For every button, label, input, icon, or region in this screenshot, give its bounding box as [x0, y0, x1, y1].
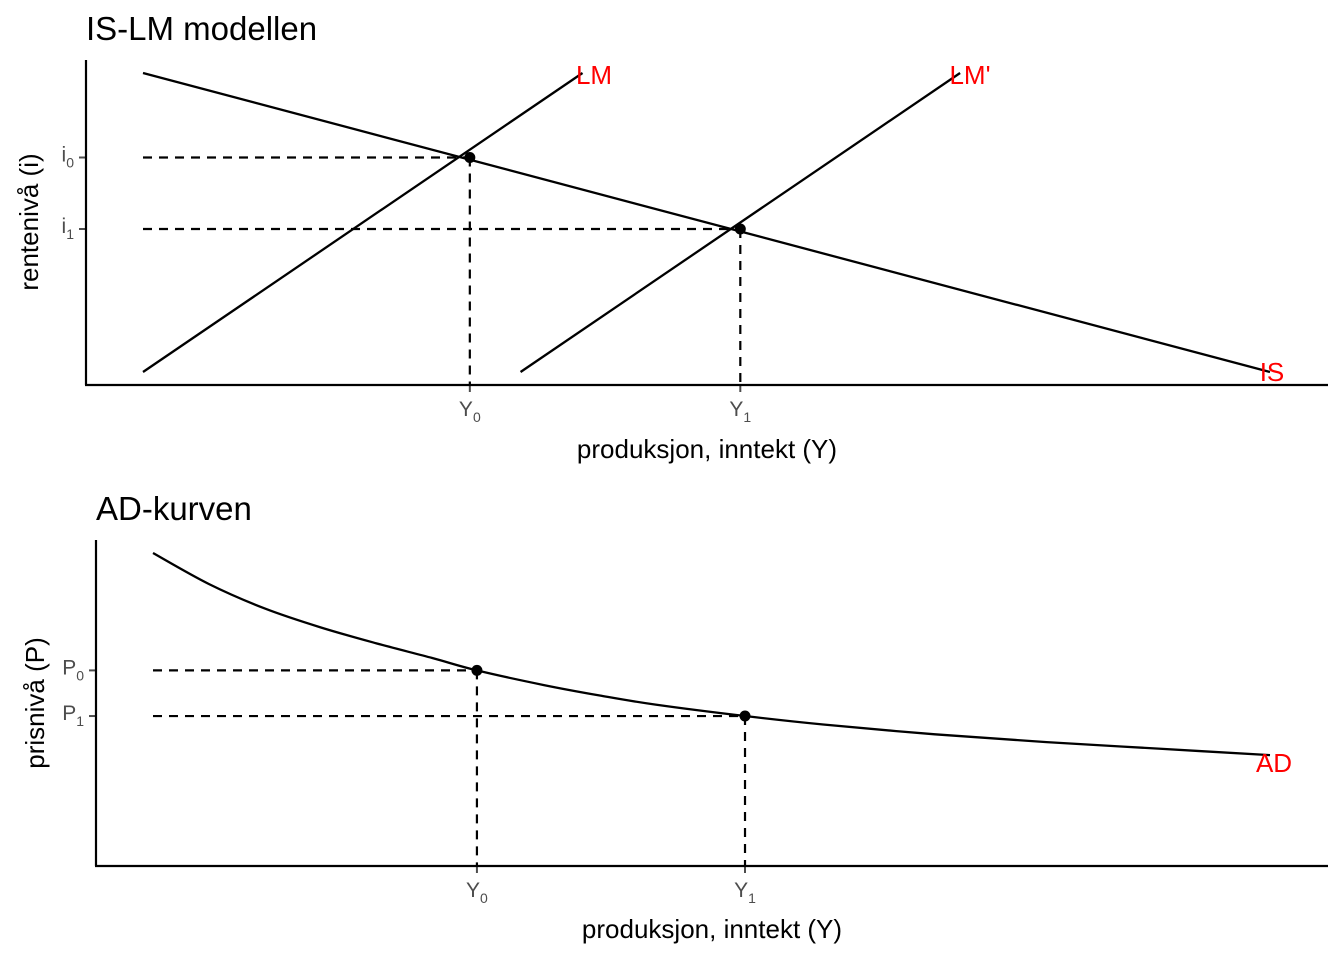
ad-y-tick-label-1: P1	[62, 702, 84, 729]
islm-y-tick-label-1: i1	[62, 215, 75, 242]
ad-y-tick-label-0: P0	[62, 656, 84, 683]
islm-lm-prime-curve	[519, 72, 961, 373]
ad-equilibrium-point-0	[471, 664, 483, 676]
islm-title: IS-LM modellen	[86, 10, 317, 47]
islm-plot-area: IS LM LM' Y0 Y1 i0 i1	[62, 60, 1285, 425]
ad-ad-label: AD	[1256, 748, 1292, 778]
ad-plot-area: AD Y0 Y1 P0 P1	[62, 552, 1292, 906]
islm-x-tick-label-1: Y1	[729, 398, 751, 425]
ad-panel: AD-kurven AD Y0 Y1 P0 P1 produksjon, inntekt…	[20, 490, 1328, 944]
islm-is-label: IS	[1260, 357, 1285, 387]
islm-panel: IS-LM modellen IS LM LM' Y0 Y1 i0 i1 produksjo…	[14, 10, 1328, 464]
ad-ad-curve	[152, 552, 1271, 757]
islm-y-axis-title: rentenivå (i)	[14, 153, 44, 290]
islm-y-tick-label-0: i0	[62, 144, 75, 171]
islm-is-curve	[142, 71, 1271, 374]
ad-title: AD-kurven	[96, 490, 252, 527]
islm-equilibrium-point-1	[734, 223, 746, 235]
ad-x-axis-title: produksjon, inntekt (Y)	[582, 914, 842, 944]
islm-equilibrium-point-0	[464, 152, 476, 163]
islm-lm-prime-label: LM'	[949, 60, 990, 90]
islm-lm-curve	[142, 72, 584, 373]
islm-x-tick-label-0: Y0	[459, 398, 481, 425]
ad-x-tick-label-1: Y1	[734, 879, 756, 906]
ad-x-tick-label-0: Y0	[466, 879, 488, 906]
ad-equilibrium-point-1	[739, 710, 751, 722]
islm-x-axis-title: produksjon, inntekt (Y)	[577, 434, 837, 464]
ad-y-axis-title: prisnivå (P)	[20, 637, 50, 768]
islm-lm-label: LM	[576, 60, 612, 90]
